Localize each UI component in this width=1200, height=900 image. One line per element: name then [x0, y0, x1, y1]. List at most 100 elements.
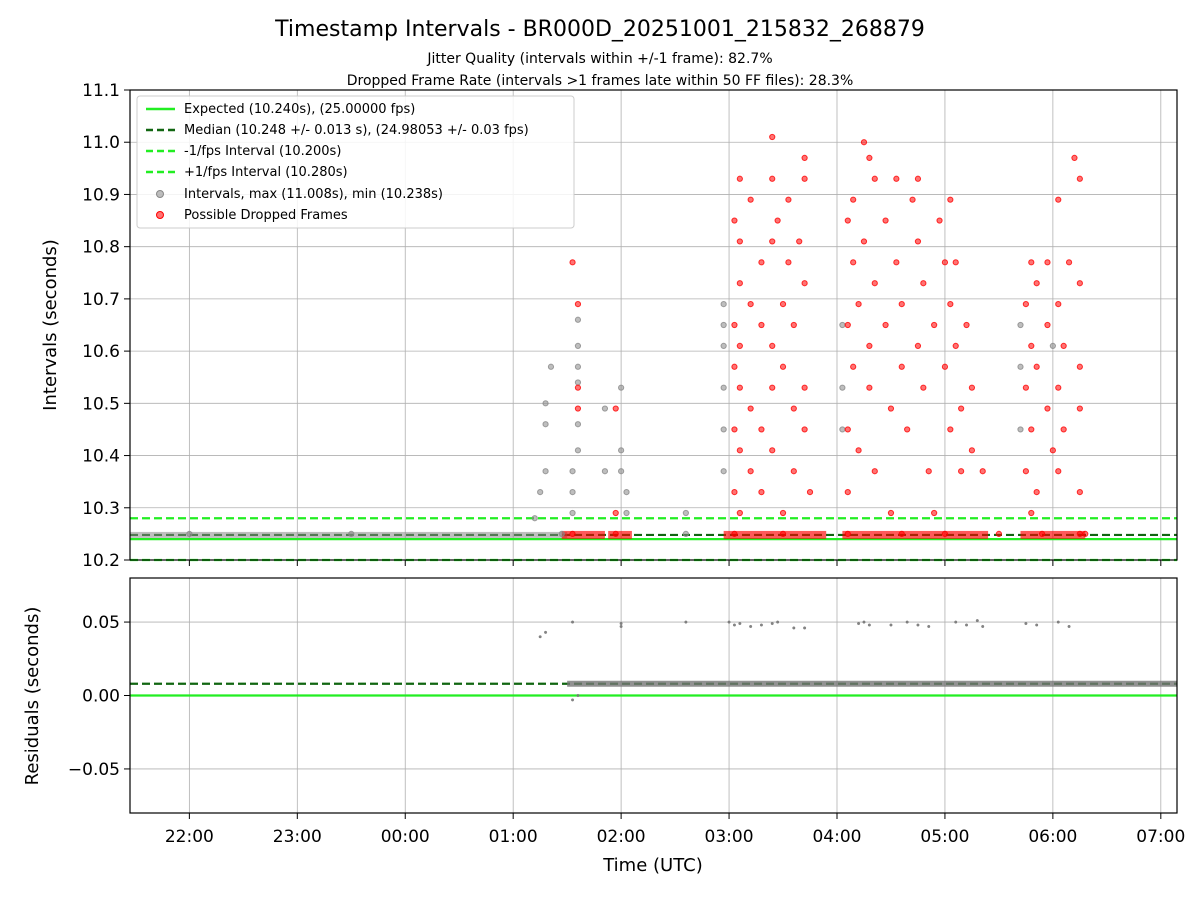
intervals-reference-lines	[130, 517, 1177, 562]
dropped-frame-point	[968, 447, 976, 454]
residuals-plot: 22:00 23:00 00:00 01:00 02:00 03:00 04:00 05:00…	[22, 577, 1185, 876]
residual-point	[732, 623, 736, 627]
interval-point	[542, 468, 549, 475]
dropped-frame-point	[844, 426, 851, 433]
dropped-frame-point	[914, 238, 922, 245]
dropped-frame-point	[1076, 489, 1083, 496]
dropped-frame-point	[925, 468, 932, 475]
interval-point	[720, 426, 727, 433]
dropped-frame-point	[871, 175, 878, 182]
interval-point	[537, 489, 544, 496]
interval-point	[623, 509, 630, 517]
dropped-frame-point	[569, 259, 576, 266]
x-tick-label: 23:00	[273, 827, 322, 847]
dropped-frame-point	[963, 321, 970, 329]
dropped-frame-point	[968, 384, 976, 391]
residual-point	[965, 623, 969, 627]
interval-point	[618, 468, 625, 475]
intervals-axes-frame	[129, 89, 1178, 561]
dropped-frame-point	[1022, 384, 1029, 391]
y-tick-label: 10.4	[82, 447, 120, 467]
legend-minus-fps-label: -1/fps Interval (10.200s)	[184, 144, 341, 159]
dropped-frame-point	[612, 530, 619, 537]
y-tick-label: 0.05	[82, 613, 120, 633]
interval-point	[1017, 321, 1024, 329]
residuals-ticks: 22:00 23:00 00:00 01:00 02:00 03:00 04:00 05:00…	[68, 613, 1185, 847]
residual-point	[684, 620, 688, 624]
x-tick-label: 01:00	[489, 827, 538, 847]
dropped-frame-point	[844, 489, 851, 496]
dropped-frame-point	[860, 238, 868, 245]
dropped-frame-point	[736, 280, 743, 287]
dropped-frame-point	[1060, 426, 1067, 433]
dropped-frame-point	[931, 321, 938, 329]
dropped-frame-point	[731, 217, 738, 224]
interval-point	[574, 447, 582, 454]
interval-point	[574, 342, 582, 349]
dropped-frame-point	[731, 530, 738, 537]
dropped-frame-point	[958, 405, 965, 412]
dropped-frame-point	[574, 301, 582, 308]
dropped-frame-point	[871, 280, 878, 287]
dropped-frame-point	[898, 301, 905, 308]
dropped-frame-point	[952, 342, 959, 349]
dropped-frame-point	[801, 175, 808, 182]
x-tick-label: 04:00	[812, 827, 861, 847]
interval-point	[1017, 426, 1024, 433]
dropped-frame-point	[1065, 259, 1073, 266]
dropped-frame-point	[758, 489, 765, 496]
dropped-frame-point	[1044, 405, 1051, 412]
dropped-frame-point	[769, 384, 776, 391]
dropped-frame-point	[758, 426, 765, 433]
residual-point	[927, 624, 931, 628]
legend: Expected (10.240s), (25.00000 fps) Media…	[136, 95, 575, 229]
residual-point	[619, 622, 623, 626]
dropped-frame-point	[887, 509, 895, 517]
dropped-frame-point	[769, 238, 776, 245]
legend-intervals-swatch	[156, 190, 164, 198]
dropped-frame-point	[574, 405, 582, 412]
dropped-frame-point	[1028, 342, 1035, 349]
dropped-frame-point	[893, 259, 900, 266]
dropped-frame-point	[747, 468, 754, 475]
dropped-frame-point	[612, 509, 619, 517]
dropped-frame-point	[1055, 196, 1062, 203]
interval-point	[720, 342, 727, 349]
dropped-frame-point	[736, 342, 743, 349]
dropped-frame-point	[947, 301, 954, 308]
intervals-y-label: Intervals (seconds)	[40, 239, 61, 411]
residual-point	[538, 635, 542, 639]
dropped-frame-point	[731, 489, 738, 496]
interval-point	[839, 426, 846, 433]
dropped-frame-point	[866, 342, 873, 349]
residual-point	[571, 620, 575, 624]
dropped-frame-point	[569, 530, 576, 537]
x-tick-label: 02:00	[597, 827, 646, 847]
interval-point	[623, 489, 630, 496]
y-tick-label: 10.3	[82, 499, 120, 519]
dropped-frame-point	[736, 384, 743, 391]
x-tick-label: 05:00	[920, 827, 969, 847]
legend-plus-fps-label: +1/fps Interval (10.280s)	[184, 165, 348, 180]
dropped-frame-point	[1071, 154, 1078, 161]
residual-point	[1024, 622, 1028, 626]
residuals-dense-band	[567, 680, 1177, 687]
dropped-frame-point	[920, 384, 927, 391]
dropped-frame-point	[844, 321, 851, 329]
dropped-frame-point	[979, 468, 986, 475]
dropped-frame-point	[1038, 530, 1046, 537]
dropped-frame-point	[1076, 363, 1083, 370]
dropped-frame-point	[1082, 530, 1089, 537]
dropped-baseline-band	[608, 530, 632, 539]
residual-point	[759, 623, 763, 627]
interval-point	[569, 468, 576, 475]
dropped-frame-point	[1055, 468, 1062, 475]
interval-point	[601, 405, 609, 412]
intervals-ticks: 10.2 10.3 10.4 10.5 10.6 10.7 10.8 10.9 11.0 11.1	[82, 81, 1162, 571]
dropped-frame-point	[790, 321, 797, 329]
dropped-frame-point	[914, 175, 922, 182]
dropped-frame-point	[801, 384, 808, 391]
dropped-frame-point	[779, 509, 787, 517]
residual-point	[867, 623, 871, 627]
dropped-frame-point	[806, 489, 814, 496]
